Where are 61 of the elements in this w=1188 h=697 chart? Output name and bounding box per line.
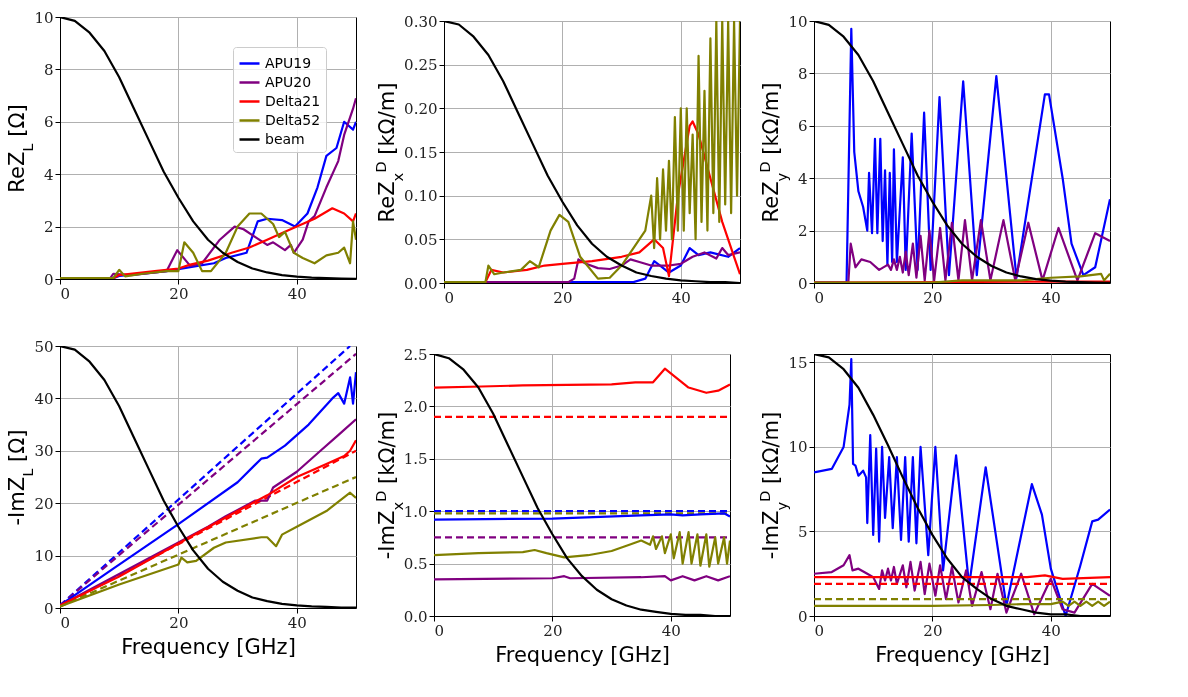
x-tick-label: 40 xyxy=(1041,288,1061,307)
x-tick-label: 20 xyxy=(923,621,943,640)
y-tick-label: 0.5 xyxy=(403,555,428,574)
y-tick-label: 2 xyxy=(43,218,54,237)
y-tick-label: 40 xyxy=(34,389,54,408)
x-tick-label: 0 xyxy=(814,288,825,307)
x-tick-label: 20 xyxy=(543,621,563,640)
y-tick-label: 0.05 xyxy=(404,230,438,249)
y-tick-label: 10 xyxy=(788,438,808,457)
y-tick-label: 8 xyxy=(797,64,808,83)
y-tick-label: 0 xyxy=(43,599,54,618)
x-tick-label: 0 xyxy=(444,288,455,307)
y-tick-label: 0.30 xyxy=(404,12,438,31)
x-tick-label: 40 xyxy=(287,613,307,632)
line-series xyxy=(434,512,730,521)
y-tick-label: 0.15 xyxy=(404,143,438,162)
legend-label: Delta21 xyxy=(265,92,321,109)
y-tick-label: 8 xyxy=(43,60,54,79)
x-tick-label: 0 xyxy=(814,621,825,640)
y-tick-label: 1.5 xyxy=(403,450,428,469)
line-series xyxy=(434,531,730,568)
y-tick-label: 10 xyxy=(788,12,808,31)
y-tick-label: 15 xyxy=(788,353,808,372)
y-tick-label: 2 xyxy=(797,222,808,241)
x-tick-label: 40 xyxy=(671,288,691,307)
x-axis-title: Frequency [GHz] xyxy=(495,642,670,667)
y-tick-label: 1.0 xyxy=(403,502,428,521)
y-tick-label: 0.10 xyxy=(404,187,438,206)
x-axis-title: Frequency [GHz] xyxy=(121,634,296,659)
y-tick-label: 2.0 xyxy=(403,397,428,416)
x-tick-label: 20 xyxy=(169,613,189,632)
x-tick-label: 0 xyxy=(60,613,71,632)
y-tick-label: 2.5 xyxy=(403,345,428,364)
legend-label: APU19 xyxy=(265,54,312,71)
y-tick-label: 6 xyxy=(797,117,808,136)
x-tick-label: 0 xyxy=(60,284,71,303)
x-tick-label: 20 xyxy=(553,288,573,307)
y-tick-label: 10 xyxy=(34,547,54,566)
y-tick-label: 0.20 xyxy=(404,99,438,118)
line-series xyxy=(434,367,730,394)
y-tick-label: 4 xyxy=(797,169,808,188)
legend-label: beam xyxy=(265,130,305,147)
y-tick-label: 10 xyxy=(34,8,54,27)
x-tick-label: 20 xyxy=(169,284,189,303)
y-tick-label: 20 xyxy=(34,494,54,513)
y-tick-label: 6 xyxy=(43,113,54,132)
y-tick-label: 0.0 xyxy=(403,607,428,626)
x-axis-title: Frequency [GHz] xyxy=(875,642,1050,667)
y-tick-label: 5 xyxy=(797,522,808,541)
legend-label: Delta52 xyxy=(265,111,321,128)
legend-label: APU20 xyxy=(265,73,312,90)
x-tick-label: 40 xyxy=(287,284,307,303)
y-tick-label: 0 xyxy=(43,270,54,289)
y-tick-label: 50 xyxy=(34,337,54,356)
x-tick-label: 20 xyxy=(923,288,943,307)
x-tick-label: 40 xyxy=(1041,621,1061,640)
y-tick-label: 30 xyxy=(34,442,54,461)
y-tick-label: 0.25 xyxy=(404,56,438,75)
y-tick-label: 4 xyxy=(43,165,54,184)
y-tick-label: 0.00 xyxy=(404,274,438,293)
x-tick-label: 40 xyxy=(661,621,681,640)
